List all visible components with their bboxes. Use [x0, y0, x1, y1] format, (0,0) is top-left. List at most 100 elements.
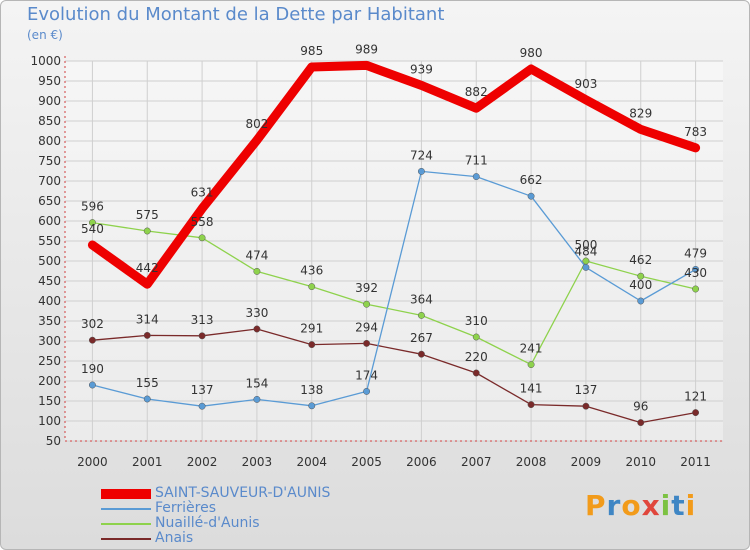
- data-point: [637, 272, 645, 280]
- y-tick-label: 500: [38, 254, 61, 268]
- data-point: [417, 167, 425, 175]
- y-tick-label: 200: [38, 374, 61, 388]
- data-label: 137: [191, 383, 214, 397]
- data-point: [527, 401, 535, 409]
- data-point: [198, 234, 206, 242]
- data-point: [472, 369, 480, 377]
- y-tick-label: 50: [46, 434, 61, 448]
- data-point: [692, 409, 700, 417]
- data-point: [363, 62, 370, 69]
- data-point: [198, 332, 206, 340]
- data-point: [363, 387, 371, 395]
- data-point: [417, 311, 425, 319]
- x-tick-label: 2007: [461, 455, 492, 469]
- data-label: 980: [520, 46, 543, 60]
- x-tick-label: 2010: [625, 455, 656, 469]
- legend-swatch: [101, 507, 151, 510]
- data-label: 802: [245, 117, 268, 131]
- data-point: [88, 336, 96, 344]
- data-point: [308, 402, 316, 410]
- data-label: 294: [355, 320, 378, 334]
- x-tick-label: 2004: [296, 455, 327, 469]
- legend-item: SAINT-SAUVEUR-D'AUNIS: [101, 486, 330, 501]
- y-tick-label: 950: [38, 74, 61, 88]
- data-label: 364: [410, 292, 433, 306]
- data-label: 479: [684, 246, 707, 260]
- legend-swatch: [101, 537, 151, 540]
- y-tick-label: 850: [38, 114, 61, 128]
- x-tick-label: 2002: [187, 455, 218, 469]
- data-point: [473, 105, 480, 112]
- logo-letter: o: [621, 489, 642, 522]
- data-point: [692, 265, 700, 273]
- data-point: [692, 144, 699, 151]
- data-label: 241: [520, 342, 543, 356]
- data-label: 662: [520, 173, 543, 187]
- data-label: 711: [465, 154, 488, 168]
- data-label: 138: [300, 383, 323, 397]
- series-line: [91, 221, 697, 366]
- data-label: 540: [81, 222, 104, 236]
- y-tick-label: 750: [38, 154, 61, 168]
- data-point: [637, 297, 645, 305]
- chart-title: Evolution du Montant de la Dette par Hab…: [27, 4, 445, 25]
- data-point: [143, 331, 151, 339]
- x-tick-label: 2005: [351, 455, 382, 469]
- y-tick-label: 800: [38, 134, 61, 148]
- data-label: 330: [245, 306, 268, 320]
- data-point: [637, 419, 645, 427]
- data-label: 313: [191, 313, 214, 327]
- data-label: 462: [629, 253, 652, 267]
- x-tick-label: 2000: [77, 455, 108, 469]
- data-label: 137: [574, 383, 597, 397]
- legend-item: Ferrières: [101, 501, 330, 516]
- logo-letter: x: [641, 489, 661, 522]
- legend-label: Anais: [155, 530, 194, 546]
- data-label: 121: [684, 390, 707, 404]
- data-label: 724: [410, 148, 433, 162]
- data-label: 96: [633, 400, 648, 414]
- data-point: [582, 96, 589, 103]
- data-point: [88, 219, 96, 227]
- data-point: [308, 64, 315, 70]
- data-label: 174: [355, 368, 378, 382]
- data-label: 155: [136, 376, 159, 390]
- data-point: [363, 339, 371, 347]
- logo-letter: P: [585, 489, 607, 522]
- data-label: 575: [136, 208, 159, 222]
- data-label: 392: [355, 281, 378, 295]
- data-label: 484: [574, 244, 597, 258]
- series-line: [87, 60, 701, 289]
- data-point: [363, 300, 371, 308]
- y-tick-label: 600: [38, 214, 61, 228]
- x-tick-label: 2006: [406, 455, 437, 469]
- data-point: [472, 173, 480, 181]
- data-point: [308, 341, 316, 349]
- data-label: 442: [136, 261, 159, 275]
- data-label: 154: [245, 376, 268, 390]
- data-label: 430: [684, 266, 707, 280]
- data-label: 400: [629, 278, 652, 292]
- data-point: [527, 192, 535, 200]
- data-point: [88, 381, 96, 389]
- y-tick-label: 1000: [30, 54, 61, 68]
- y-tick-label: 400: [38, 294, 61, 308]
- x-tick-label: 2009: [571, 455, 602, 469]
- data-label: 939: [410, 62, 433, 76]
- data-label: 436: [300, 264, 323, 278]
- data-point: [637, 126, 644, 133]
- data-point: [527, 361, 535, 369]
- x-tick-label: 2001: [132, 455, 163, 469]
- data-point: [472, 333, 480, 341]
- legend-swatch: [101, 488, 151, 499]
- legend-swatch: [101, 522, 151, 525]
- x-tick-label: 2011: [680, 455, 711, 469]
- data-label: 291: [300, 322, 323, 336]
- data-point: [417, 350, 425, 358]
- data-label: 474: [245, 248, 268, 262]
- data-point: [418, 82, 425, 89]
- y-tick-label: 100: [38, 414, 61, 428]
- data-point: [692, 285, 700, 293]
- y-tick-label: 300: [38, 334, 61, 348]
